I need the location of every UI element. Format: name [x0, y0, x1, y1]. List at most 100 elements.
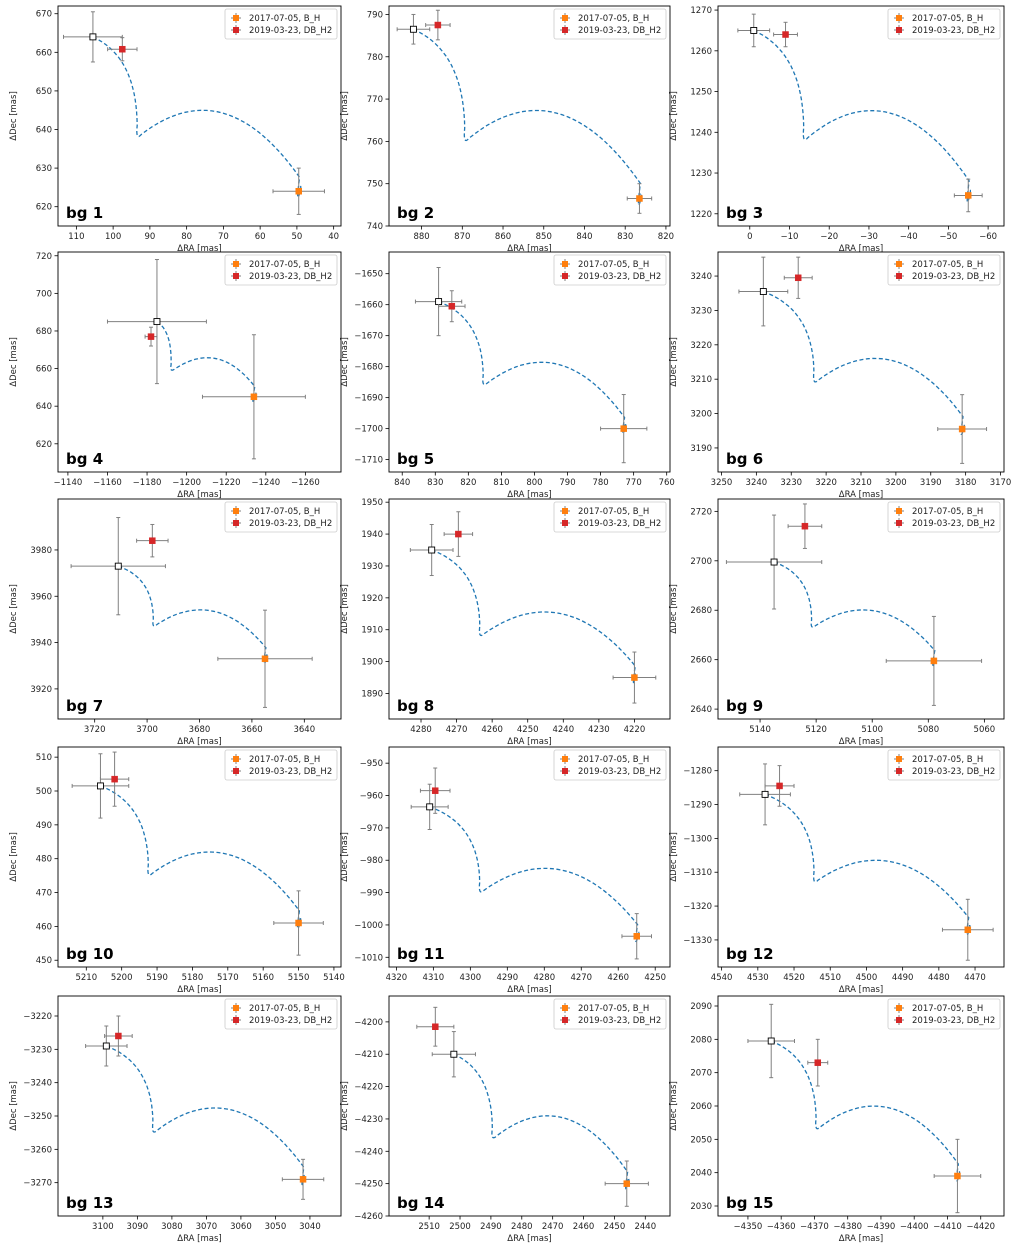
y-axis-label: ΔDec [mas]	[669, 832, 679, 882]
x-tick-label: 50	[291, 232, 302, 242]
point-2017	[621, 913, 653, 960]
legend-entry: 2019-03-23, DB_H2	[912, 1016, 995, 1026]
y-tick-label: 1250	[690, 88, 712, 98]
y-tick-label: −3250	[23, 1112, 52, 1122]
y-axis-label: ΔDec [mas]	[340, 337, 350, 387]
y-tick-label: 480	[36, 855, 52, 865]
x-tick-label: 4530	[747, 973, 769, 983]
x-tick-label: 3080	[161, 1222, 183, 1232]
y-axis-label: ΔDec [mas]	[9, 91, 19, 141]
x-tick-label: −1220	[212, 478, 241, 488]
x-tick-label: −1240	[251, 478, 280, 488]
reference-point	[70, 517, 166, 616]
x-tick-label: 4540	[711, 973, 733, 983]
y-tick-label: 490	[36, 821, 52, 831]
x-tick-label: 3190	[920, 478, 942, 488]
y-tick-label: 1890	[361, 689, 383, 699]
y-tick-label: 700	[36, 289, 52, 299]
point-2017	[273, 890, 324, 956]
legend-entry: 2019-03-23, DB_H2	[912, 272, 995, 282]
x-tick-label: 4250	[517, 725, 539, 735]
y-tick-label: −4200	[354, 1018, 383, 1028]
y-tick-label: −1650	[354, 270, 383, 280]
x-tick-label: −1140	[54, 478, 83, 488]
x-tick-label: 5150	[288, 973, 310, 983]
panel-label: bg 14	[397, 1194, 445, 1212]
x-tick-label: −4360	[767, 1222, 796, 1232]
chart-panel-5: 840 830 820 810 800 790 780 770 760 −1650 −1660 −16…	[340, 251, 675, 500]
legend: 2017-07-05, B_H 2019-03-23, DB_H2	[224, 254, 338, 286]
motion-track	[770, 1040, 961, 1182]
legend: 2017-07-05, B_H 2019-03-23, DB_H2	[887, 749, 1001, 781]
y-tick-label: −1700	[354, 425, 383, 435]
reference-point	[410, 783, 449, 830]
legend-entry: 2017-07-05, B_H	[249, 507, 320, 517]
y-tick-label: 2640	[690, 705, 712, 715]
plot-frame	[57, 5, 342, 227]
x-tick-label: 4220	[624, 725, 646, 735]
point-2019	[99, 751, 130, 807]
x-tick-label: −4380	[833, 1222, 862, 1232]
legend-entry: 2017-07-05, B_H	[578, 1004, 649, 1014]
point-2017	[604, 1160, 649, 1207]
legend-entry: 2019-03-23, DB_H2	[249, 26, 332, 36]
y-tick-label: 760	[367, 137, 383, 147]
point-2019	[419, 767, 451, 814]
x-tick-label: 5100	[861, 725, 883, 735]
legend: 2017-07-05, B_H 2019-03-23, DB_H2	[553, 501, 667, 533]
chart-panel-2: 880 870 860 850 840 830 820 740 750 760 770 780 790 Δ…	[340, 5, 674, 254]
x-axis-label: ΔRA [mas]	[177, 737, 221, 747]
legend-entry: 2017-07-05, B_H	[249, 1004, 320, 1014]
legend-entry: 2017-07-05, B_H	[912, 755, 983, 765]
motion-track	[413, 28, 643, 206]
x-tick-label: 4240	[552, 725, 574, 735]
y-tick-label: 620	[36, 440, 52, 450]
panel-label: bg 10	[66, 945, 114, 963]
x-tick-label: 3170	[990, 478, 1011, 488]
y-tick-label: 640	[36, 402, 52, 412]
x-tick-label: 4470	[964, 973, 986, 983]
x-tick-label: 840	[576, 232, 592, 242]
y-tick-label: 650	[36, 87, 52, 97]
y-axis-label: ΔDec [mas]	[9, 1081, 19, 1131]
y-tick-label: −950	[360, 759, 383, 769]
point-2019	[425, 9, 451, 41]
y-tick-label: −3240	[23, 1079, 52, 1089]
y-axis-label: ΔDec [mas]	[669, 584, 679, 634]
point-2017	[612, 651, 657, 704]
y-tick-label: −1330	[683, 936, 712, 946]
panel-label: bg 15	[726, 1194, 774, 1212]
legend-entry: 2019-03-23, DB_H2	[578, 767, 661, 777]
y-tick-label: 1230	[690, 169, 712, 179]
chart-panel-6: 3250 3240 3230 3220 3210 3200 3190 3180 3170 3190…	[669, 251, 1011, 500]
x-tick-label: 5080	[917, 725, 939, 735]
legend-entry: 2019-03-23, DB_H2	[912, 767, 995, 777]
x-tick-label: 850	[536, 232, 552, 242]
x-tick-label: 4270	[570, 973, 592, 983]
x-tick-label: 880	[413, 232, 429, 242]
legend-entry: 2017-07-05, B_H	[912, 1004, 983, 1014]
x-tick-label: 4250	[644, 973, 666, 983]
x-tick-label: −1200	[172, 478, 201, 488]
reference-point	[71, 753, 130, 819]
legend-entry: 2017-07-05, B_H	[578, 507, 649, 517]
x-tick-label: 2510	[418, 1222, 440, 1232]
y-tick-label: −1300	[683, 834, 712, 844]
x-axis-label: ΔRA [mas]	[177, 490, 221, 500]
x-tick-label: 2450	[604, 1222, 626, 1232]
x-tick-label: −4410	[933, 1222, 962, 1232]
y-tick-label: −3260	[23, 1145, 52, 1155]
y-axis-label: ΔDec [mas]	[9, 337, 19, 387]
y-tick-label: −3270	[23, 1179, 52, 1189]
motion-track	[438, 301, 627, 435]
x-axis-label: ΔRA [mas]	[507, 985, 551, 995]
x-tick-label: −30	[860, 232, 878, 242]
y-tick-label: −4230	[354, 1115, 383, 1125]
panel-label: bg 9	[726, 697, 763, 715]
x-tick-label: 4490	[892, 973, 914, 983]
reference-point	[106, 259, 207, 385]
point-2019	[104, 1015, 133, 1057]
y-axis-label: ΔDec [mas]	[669, 91, 679, 141]
point-2017	[201, 334, 306, 460]
y-tick-label: 2070	[690, 1069, 712, 1079]
